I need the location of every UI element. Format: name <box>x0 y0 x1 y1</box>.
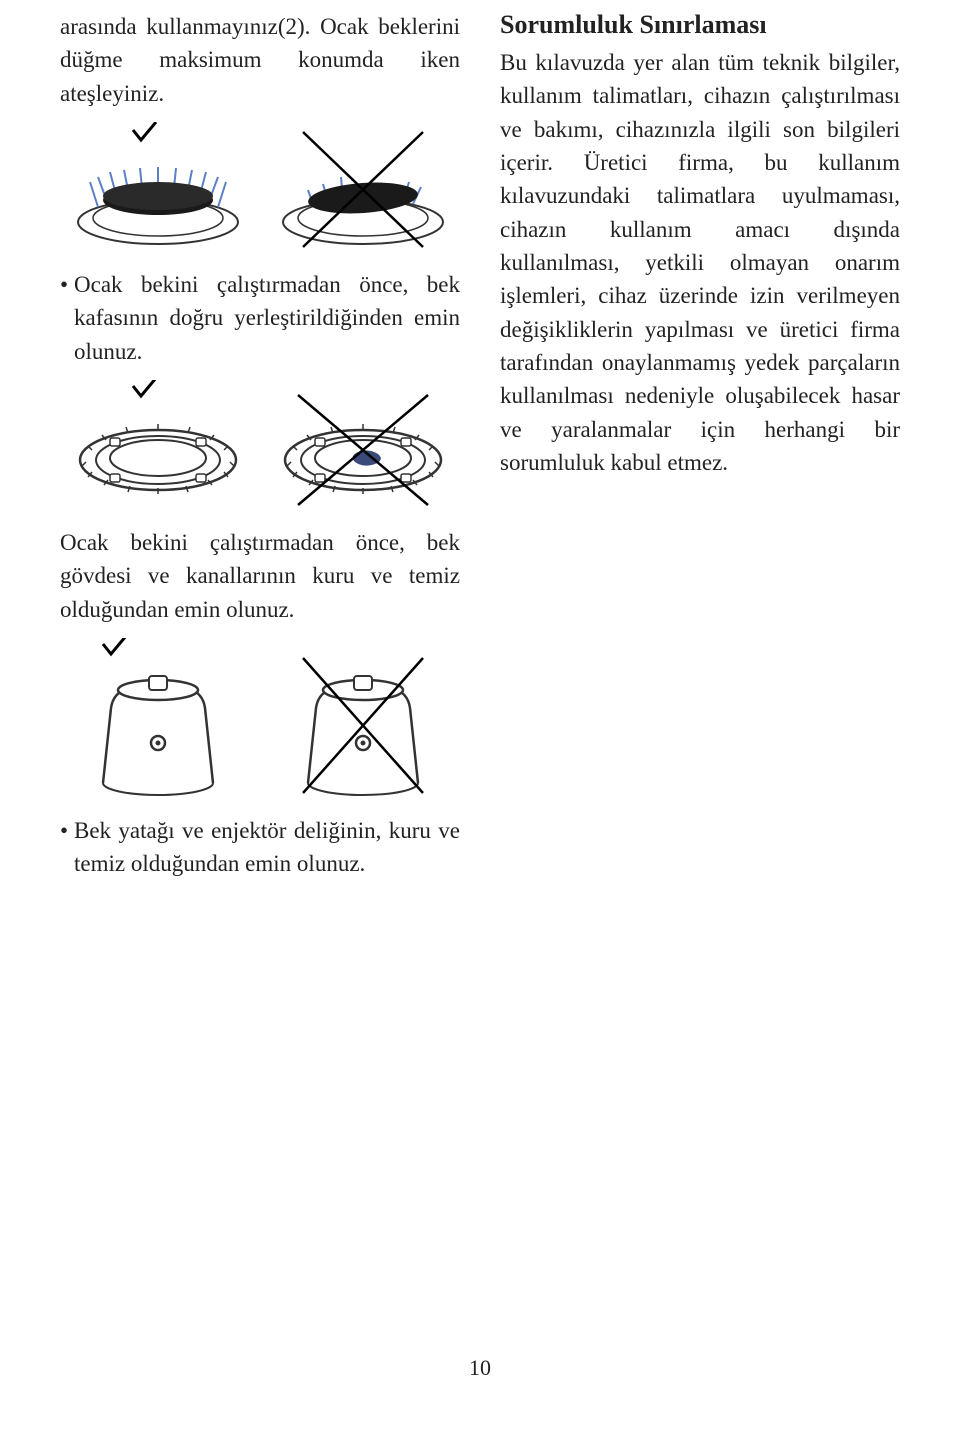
page-number: 10 <box>0 1355 960 1381</box>
burner-correct-flame <box>68 122 248 252</box>
left-p1: arasında kullanmayınız(2). Ocak beklerin… <box>60 10 460 110</box>
burner-ring-diagram <box>60 380 460 510</box>
burner-ring-wrong <box>273 380 453 510</box>
burner-ring-correct <box>68 380 248 510</box>
burner-flame-diagram <box>60 122 460 252</box>
right-heading: Sorumluluk Sınırlaması <box>500 10 900 40</box>
burner-body-diagram <box>60 638 460 798</box>
left-column: arasında kullanmayınız(2). Ocak beklerin… <box>60 10 460 889</box>
left-p2: Ocak bekini çalıştırmadan önce, bek kafa… <box>60 268 460 368</box>
burner-body-wrong <box>278 638 448 798</box>
right-p1: Bu kılavuzda yer alan tüm teknik bilgile… <box>500 46 900 479</box>
burner-body-correct <box>73 638 243 798</box>
right-column: Sorumluluk Sınırlaması Bu kılavuzda yer … <box>500 10 900 889</box>
left-p3: Ocak bekini çalıştırmadan önce, bek gövd… <box>60 526 460 626</box>
left-p4: Bek yatağı ve enjektör deliğinin, kuru v… <box>60 814 460 881</box>
burner-wrong-flame <box>273 122 453 252</box>
